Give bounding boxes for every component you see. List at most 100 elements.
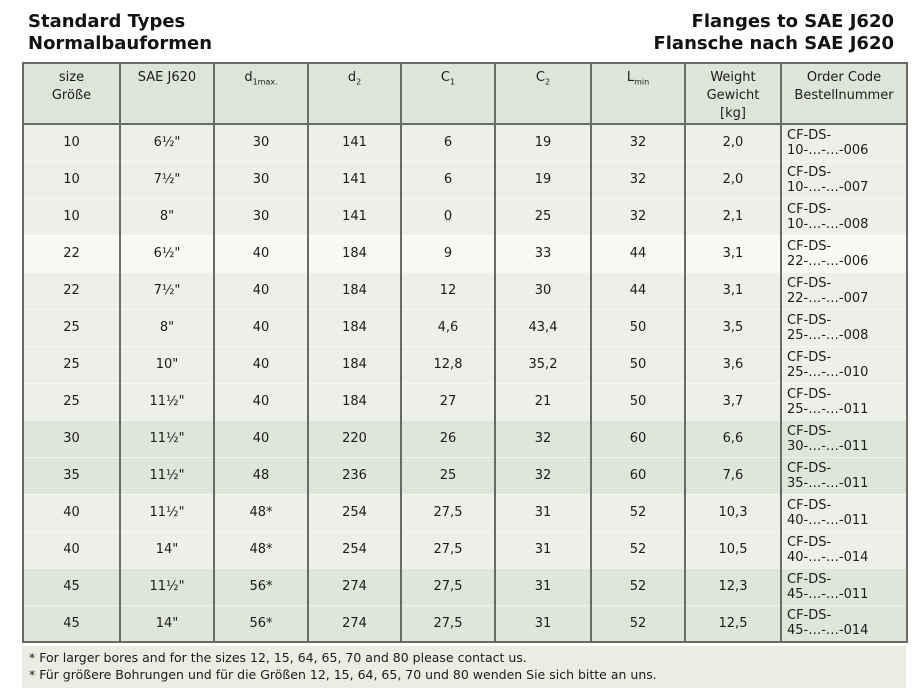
title-standard-types: Standard Types (28, 11, 186, 32)
cell-c2: 31 (494, 604, 591, 642)
cell-c2: 43,4 (494, 308, 591, 346)
cell-sae: 11½" (119, 419, 214, 457)
cell-d1max: 48 (213, 456, 308, 494)
cell-lmin: 50 (590, 308, 685, 346)
cell-d1max: 40 (213, 271, 308, 309)
cell-weight: 12,5 (684, 604, 781, 642)
cell-d1max: 30 (213, 123, 308, 161)
cell-d1max: 40 (213, 382, 308, 420)
cell-order: CF-DS-10-…-…-006 (780, 123, 907, 161)
cell-lmin: 60 (590, 456, 685, 494)
cell-size: 25 (22, 382, 120, 420)
cell-d1max: 56* (213, 567, 308, 605)
cell-c1: 27,5 (400, 567, 495, 605)
cell-weight: 7,6 (684, 456, 781, 494)
flange-dimensions-table: size Größe SAE J620 d1max. d2 C1 C2 Lmin Weight G… (22, 62, 908, 643)
cell-c1: 4,6 (400, 308, 495, 346)
cell-d2: 141 (307, 160, 401, 198)
cell-sae: 14" (119, 530, 214, 568)
cell-d1max: 48* (213, 530, 308, 568)
cell-c1: 0 (400, 197, 495, 235)
cell-d2: 236 (307, 456, 401, 494)
cell-lmin: 52 (590, 493, 685, 531)
cell-lmin: 32 (590, 123, 685, 161)
footnotes: * For larger bores and for the sizes 12,… (22, 646, 906, 688)
cell-order: CF-DS-45-…-…-014 (780, 604, 907, 642)
cell-order: CF-DS-10-…-…-007 (780, 160, 907, 198)
cell-lmin: 32 (590, 197, 685, 235)
cell-weight: 3,5 (684, 308, 781, 346)
cell-c2: 31 (494, 530, 591, 568)
cell-c1: 9 (400, 234, 495, 272)
table-row: 22 7½" 40 184 12 30 44 3,1 CF-DS-22-…-…-007 (22, 271, 907, 309)
cell-c1: 6 (400, 160, 495, 198)
cell-d1max: 40 (213, 345, 308, 383)
table-row: 35 11½" 48 236 25 32 60 7,6 CF-DS-35-…-…-011 (22, 456, 907, 494)
cell-order: CF-DS-40-…-…-014 (780, 530, 907, 568)
cell-sae: 7½" (119, 271, 214, 309)
cell-size: 25 (22, 345, 120, 383)
cell-sae: 11½" (119, 567, 214, 605)
cell-weight: 3,7 (684, 382, 781, 420)
table-row: 30 11½" 40 220 26 32 60 6,6 CF-DS-30-…-…-011 (22, 419, 907, 457)
col-header-d2: d2 (307, 63, 401, 125)
table-row: 10 8" 30 141 0 25 32 2,1 CF-DS-10-…-…-008 (22, 197, 907, 235)
cell-c1: 12,8 (400, 345, 495, 383)
table-row: 10 6½" 30 141 6 19 32 2,0 CF-DS-10-…-…-006 (22, 123, 907, 161)
cell-c2: 21 (494, 382, 591, 420)
cell-d2: 141 (307, 123, 401, 161)
cell-order: CF-DS-10-…-…-008 (780, 197, 907, 235)
cell-d1max: 30 (213, 197, 308, 235)
cell-sae: 11½" (119, 456, 214, 494)
cell-sae: 8" (119, 308, 214, 346)
cell-sae: 11½" (119, 382, 214, 420)
cell-d2: 254 (307, 493, 401, 531)
cell-d1max: 30 (213, 160, 308, 198)
cell-sae: 6½" (119, 234, 214, 272)
table-row: 45 14" 56* 274 27,5 31 52 12,5 CF-DS-45-…-…-014 (22, 604, 907, 642)
cell-size: 25 (22, 308, 120, 346)
cell-sae: 7½" (119, 160, 214, 198)
cell-order: CF-DS-22-…-…-006 (780, 234, 907, 272)
cell-size: 22 (22, 271, 120, 309)
cell-lmin: 44 (590, 271, 685, 309)
cell-order: CF-DS-25-…-…-011 (780, 382, 907, 420)
cell-sae: 10" (119, 345, 214, 383)
cell-weight: 3,6 (684, 345, 781, 383)
table-row: 40 11½" 48* 254 27,5 31 52 10,3 CF-DS-40-…-…-011 (22, 493, 907, 531)
cell-c2: 31 (494, 567, 591, 605)
cell-size: 40 (22, 530, 120, 568)
cell-sae: 11½" (119, 493, 214, 531)
footnote-en: * For larger bores and for the sizes 12,… (29, 650, 527, 665)
cell-weight: 2,0 (684, 123, 781, 161)
cell-c2: 30 (494, 271, 591, 309)
cell-c2: 19 (494, 123, 591, 161)
title-right: Flanges to SAE J620 Flansche nach SAE J6… (653, 11, 894, 55)
cell-d2: 141 (307, 197, 401, 235)
cell-sae: 14" (119, 604, 214, 642)
table-row: 10 7½" 30 141 6 19 32 2,0 CF-DS-10-…-…-007 (22, 160, 907, 198)
cell-lmin: 44 (590, 234, 685, 272)
cell-d1max: 40 (213, 419, 308, 457)
table-row: 40 14" 48* 254 27,5 31 52 10,5 CF-DS-40-…-…-014 (22, 530, 907, 568)
cell-c2: 33 (494, 234, 591, 272)
cell-size: 10 (22, 123, 120, 161)
cell-c2: 32 (494, 456, 591, 494)
cell-order: CF-DS-40-…-…-011 (780, 493, 907, 531)
cell-d2: 184 (307, 308, 401, 346)
cell-order: CF-DS-45-…-…-011 (780, 567, 907, 605)
cell-weight: 3,1 (684, 271, 781, 309)
title-left: Standard Types Normalbauformen (28, 11, 212, 55)
cell-size: 40 (22, 493, 120, 531)
cell-c2: 32 (494, 419, 591, 457)
cell-sae: 8" (119, 197, 214, 235)
page-header: Standard Types Normalbauformen Flanges t… (0, 0, 922, 55)
cell-size: 10 (22, 160, 120, 198)
cell-order: CF-DS-30-…-…-011 (780, 419, 907, 457)
cell-lmin: 52 (590, 567, 685, 605)
cell-lmin: 52 (590, 530, 685, 568)
cell-lmin: 50 (590, 382, 685, 420)
cell-size: 45 (22, 567, 120, 605)
table-row: 25 11½" 40 184 27 21 50 3,7 CF-DS-25-…-…-011 (22, 382, 907, 420)
col-header-size: size Größe (22, 63, 120, 125)
